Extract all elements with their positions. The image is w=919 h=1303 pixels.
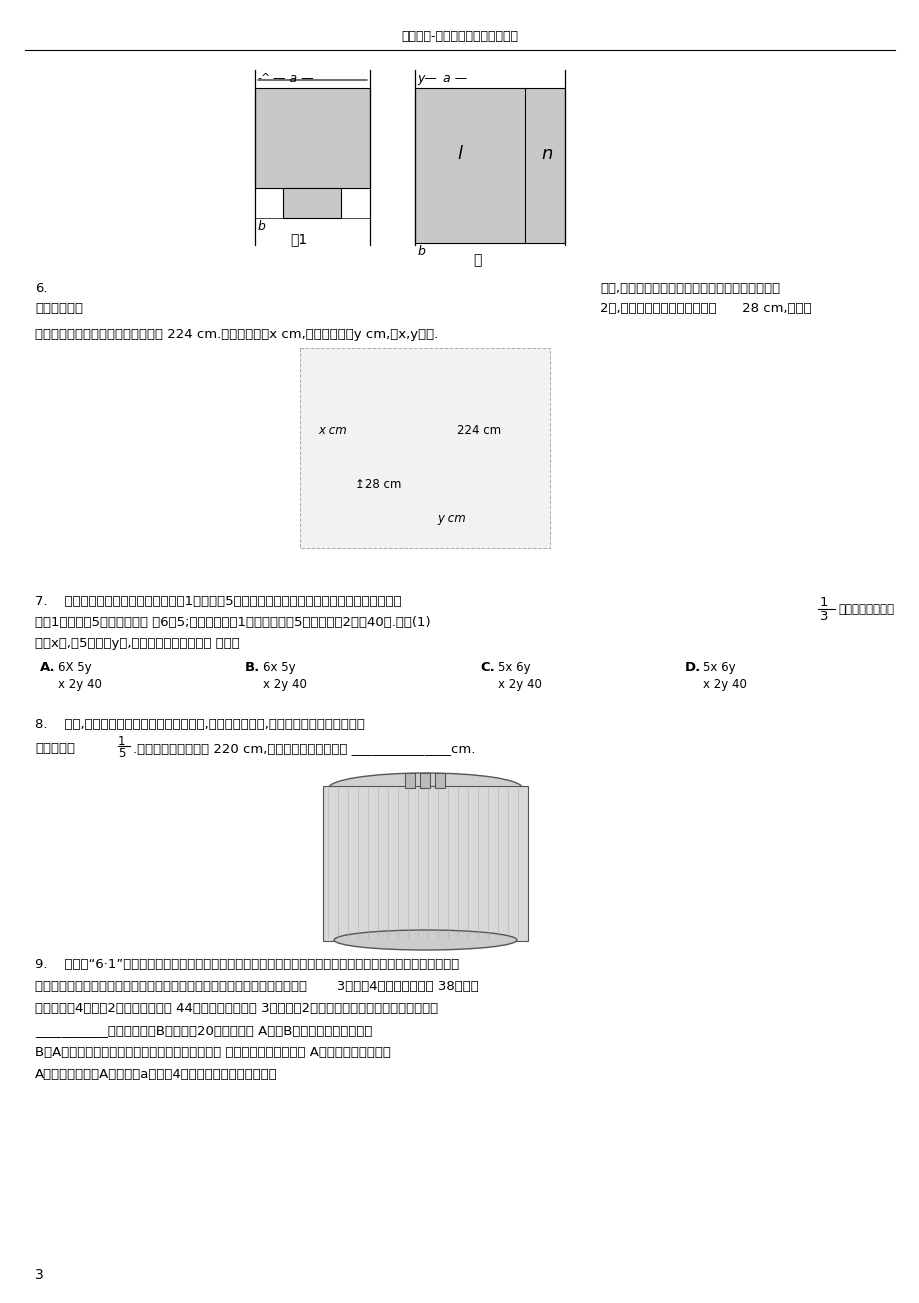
Bar (414, 89, 564, 242)
Text: b: b (417, 245, 425, 258)
Text: 3: 3 (35, 1268, 44, 1282)
Text: x cm: x cm (318, 423, 346, 437)
Text: 李利说他家4个大人2个小孩，共花了 44元錢，王斌计划去 3个大人和2个小孩，请你帮他计算一下，需准备: 李利说他家4个大人2个小孩，共花了 44元錢，王斌计划去 3个大人和2个小孩，请… (35, 1002, 437, 1015)
Bar (300, 348, 550, 549)
Text: 另一根露出水面的: 另一根露出水面的 (837, 603, 893, 616)
Text: ：（1）班与（5）班得分的比 为6：5;乙同学说：（1）班得分比（5）班得分的2倍列40分.若设(1): ：（1）班与（5）班得分的比 为6：5;乙同学说：（1）班得分比（5）班得分的2… (35, 616, 430, 629)
Text: l: l (457, 145, 462, 163)
Bar (255, 89, 369, 188)
Text: 1: 1 (118, 735, 125, 748)
Text: 图: 图 (472, 253, 481, 267)
Text: 本次活动，王斌也想去，就去打听张凯、李利买门票花了多少錢，张凯说他家       3个大人4个小孩，共花了 38元錢，: 本次活动，王斌也想去，就去打听张凯、李利买门票花了多少錢，张凯说他家 3个大人4… (35, 980, 478, 993)
Text: n: n (540, 145, 552, 163)
Text: x 2y 40: x 2y 40 (497, 678, 541, 691)
Text: 如图,在东北大秧歌的踩高跳表演中，已知演员身高: 如图,在东北大秧歌的踩高跳表演中，已知演员身高 (599, 281, 779, 294)
Text: 班得x分,（5）班得y分,根据题意所列的方程组 为（）: 班得x分,（5）班得y分,根据题意所列的方程组 为（） (35, 637, 240, 650)
Text: x 2y 40: x 2y 40 (702, 678, 746, 691)
Text: 5x 6y: 5x 6y (702, 661, 735, 674)
Bar (283, 188, 341, 218)
Text: C.: C. (480, 661, 494, 674)
Text: 是高跳长度的: 是高跳长度的 (35, 302, 83, 315)
Text: 5: 5 (118, 747, 125, 760)
Text: 6x 5y: 6x 5y (263, 661, 295, 674)
Text: 9.    某公园“6·1”期间举行特优读书游园活动，成人票和儿童票均有较大折扣，张凯和李利都随他们的家人参加了: 9. 某公园“6·1”期间举行特优读书游园活动，成人票和儿童票均有较大折扣，张凯… (35, 958, 459, 971)
Text: 图1: 图1 (289, 232, 307, 246)
Text: 6X 5y: 6X 5y (58, 661, 92, 674)
Bar (420, 773, 429, 788)
Text: 8.    如图,两根铁棒直立于桶底水平的木桶中,在桶中加入水后,一根露出水面的长度是它的: 8. 如图,两根铁棒直立于桶底水平的木桶中,在桶中加入水后,一根露出水面的长度是… (35, 718, 365, 731)
Text: 在高跳上时，头顶距离地面的高度为 224 cm.设演员身高为x cm,高跳的长度为y cm,求x,y的值.: 在高跳上时，头顶距离地面的高度为 224 cm.设演员身高为x cm,高跳的长度… (35, 328, 437, 341)
Text: a —: a — (443, 72, 467, 85)
Ellipse shape (334, 930, 516, 950)
Text: y—: y— (416, 72, 437, 85)
Text: b: b (257, 220, 266, 233)
Ellipse shape (328, 773, 522, 803)
Text: 2倍,高跳与腿重合部分的长度为      28 cm,演员踩: 2倍,高跳与腿重合部分的长度为 28 cm,演员踩 (599, 302, 811, 315)
Text: A.: A. (40, 661, 55, 674)
Text: -^: -^ (256, 72, 270, 82)
Text: B向A地匀速行进，两个小时后两人在途中相遇，相 遇后甲立即以原速返回 A地，乙继续以原速向: B向A地匀速行进，两个小时后两人在途中相遇，相 遇后甲立即以原速返回 A地，乙继… (35, 1046, 391, 1059)
Text: 6.: 6. (35, 281, 48, 294)
Text: 百度文库-让每个人平等地提升自我: 百度文库-让每个人平等地提升自我 (401, 30, 518, 43)
Text: D.: D. (685, 661, 700, 674)
Bar (404, 773, 414, 788)
Text: .两根铁棒长度之和为 220 cm,此时木桶中水的深度是 _______________cm.: .两根铁棒长度之和为 220 cm,此时木桶中水的深度是 ___________… (133, 741, 475, 754)
Text: A地行进，甲回到A地时乙离a地还有4千米，求甲、乙两人的速度: A地行进，甲回到A地时乙离a地还有4千米，求甲、乙两人的速度 (35, 1068, 278, 1081)
Text: B.: B. (244, 661, 260, 674)
Text: 1: 1 (819, 595, 828, 609)
Text: y cm: y cm (437, 512, 466, 525)
Bar (435, 773, 445, 788)
Text: 长度是它的: 长度是它的 (35, 741, 75, 754)
Text: 3: 3 (819, 610, 828, 623)
Text: x 2y 40: x 2y 40 (58, 678, 102, 691)
Text: 224 cm: 224 cm (457, 423, 501, 437)
Text: 5x 6y: 5x 6y (497, 661, 530, 674)
Text: 7.    某校春季运动会比赛中，八年级（1）班和（5）班的竞技实力相当，关于比赛结果，甲同学说: 7. 某校春季运动会比赛中，八年级（1）班和（5）班的竞技实力相当，关于比赛结果… (35, 595, 402, 609)
Text: ↥28 cm: ↥28 cm (355, 478, 401, 491)
Text: — a —: — a — (273, 72, 313, 85)
Text: ___________元錢买门票、B两地相距20千米，甲从 A地向B地匀速行进，同时乙从: ___________元錢买门票、B两地相距20千米，甲从 A地向B地匀速行进，… (35, 1024, 372, 1037)
Bar (323, 786, 528, 941)
Text: x 2y 40: x 2y 40 (263, 678, 307, 691)
